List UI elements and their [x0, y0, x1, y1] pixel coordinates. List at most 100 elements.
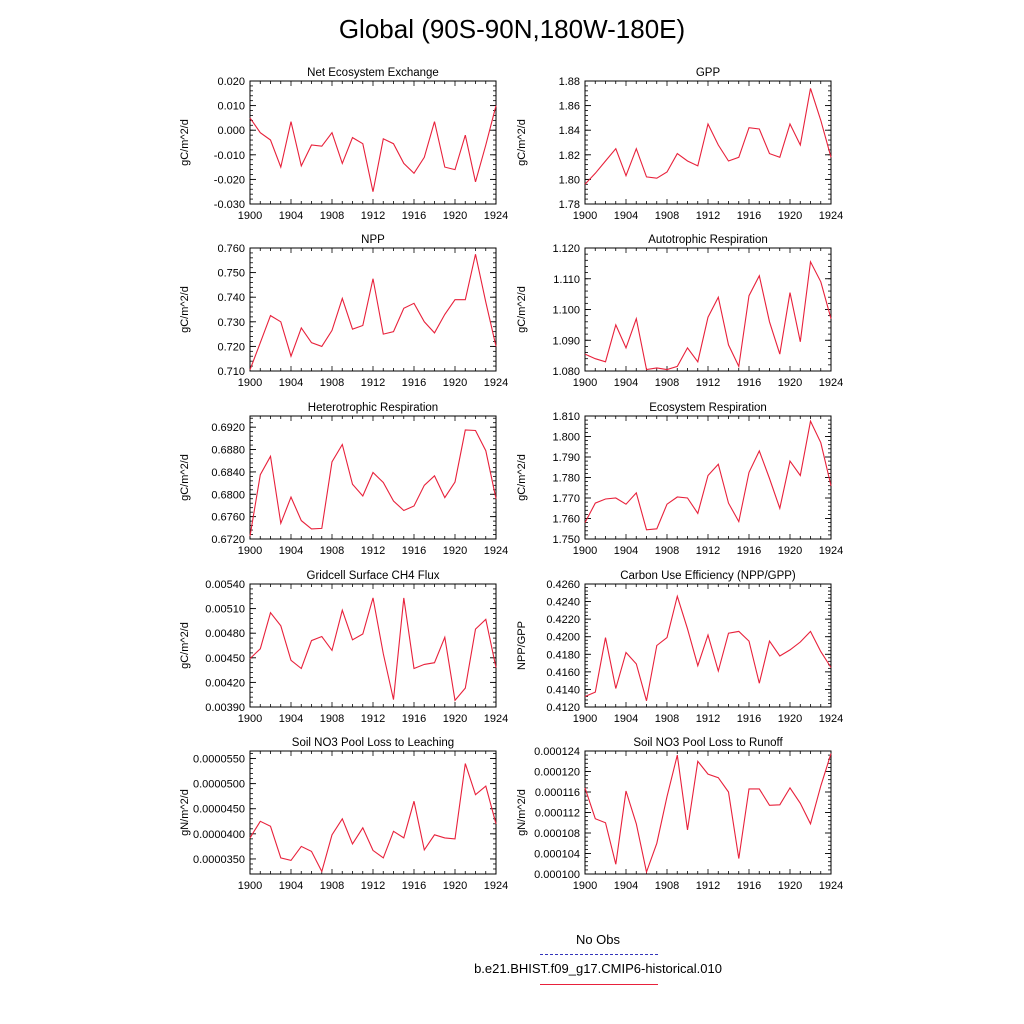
x-tick-label: 1908: [320, 713, 344, 725]
y-tick-label: 1.78: [559, 199, 580, 211]
y-tick-label: 1.770: [552, 493, 580, 505]
panel-title: Ecosystem Respiration: [649, 402, 767, 414]
y-tick-label: 1.84: [559, 125, 580, 137]
x-tick-label: 1908: [655, 377, 679, 389]
y-tick-label: 0.00450: [205, 653, 245, 665]
x-tick-label: 1904: [614, 545, 638, 557]
y-axis-label: gC/m^2/d: [179, 454, 191, 501]
panel-7: Gridcell Surface CH4 Flux 1900 1904 1908 191…: [179, 570, 508, 725]
y-tick-label: 0.740: [217, 292, 245, 304]
panel-10: Soil NO3 Pool Loss to Runoff 1900 1904 1908…: [516, 737, 843, 892]
y-tick-label: -0.020: [214, 174, 245, 186]
panel-1: Net Ecosystem Exchange 1900 1904 1908 1912 19…: [179, 67, 508, 222]
y-tick-label: 1.82: [559, 150, 580, 162]
panel-9: Soil NO3 Pool Loss to Leaching 1900 1904 19…: [179, 737, 508, 892]
x-tick-label: 1916: [737, 210, 761, 222]
y-tick-label: 0.6760: [211, 512, 245, 524]
x-tick-label: 1912: [696, 377, 720, 389]
x-tick-label: 1920: [778, 713, 802, 725]
y-tick-label: 0.6800: [211, 489, 245, 501]
y-tick-label: 0.4180: [546, 649, 580, 661]
y-tick-label: 0.4220: [546, 614, 580, 626]
y-tick-label: 0.000104: [534, 849, 580, 861]
y-tick-label: 1.080: [552, 366, 580, 378]
plot-frame: [249, 80, 497, 205]
panel-title: Net Ecosystem Exchange: [307, 67, 439, 79]
x-tick-label: 1904: [279, 545, 303, 557]
series-line: [249, 763, 497, 874]
y-axis-label: gC/m^2/d: [516, 286, 528, 333]
series-line: [584, 419, 832, 531]
y-axis-label: gC/m^2/d: [179, 622, 191, 669]
x-tick-label: 1924: [819, 377, 843, 389]
y-axis-label: gN/m^2/d: [516, 789, 528, 836]
y-tick-label: 0.00480: [205, 628, 245, 640]
x-tick-label: 1916: [737, 377, 761, 389]
y-tick-label: 0.000: [217, 125, 245, 137]
series-line: [584, 88, 832, 185]
y-tick-label: 0.000124: [534, 746, 580, 758]
x-tick-label: 1900: [573, 880, 597, 892]
series-line: [249, 597, 497, 702]
x-tick-label: 1924: [819, 210, 843, 222]
x-tick-label: 1900: [573, 713, 597, 725]
x-tick-label: 1900: [573, 377, 597, 389]
x-tick-label: 1924: [484, 545, 508, 557]
plot-frame: [249, 415, 497, 540]
series-line: [584, 259, 832, 371]
series-line: [249, 254, 497, 370]
x-tick-label: 1912: [361, 713, 385, 725]
x-tick-label: 1912: [361, 545, 385, 557]
x-tick-label: 1916: [402, 713, 426, 725]
y-tick-label: 0.010: [217, 101, 245, 113]
y-tick-label: 0.4120: [546, 702, 580, 714]
x-tick-label: 1920: [443, 545, 467, 557]
x-tick-label: 1900: [238, 545, 262, 557]
plot-frame: [584, 750, 832, 875]
x-tick-label: 1908: [320, 545, 344, 557]
x-tick-label: 1900: [238, 377, 262, 389]
y-tick-label: 0.0000400: [193, 829, 245, 841]
x-tick-label: 1908: [655, 880, 679, 892]
x-tick-label: 1904: [279, 377, 303, 389]
panel-4: Autotrophic Respiration 1900 1904 1908 1912 1…: [516, 234, 843, 389]
y-tick-label: 0.4200: [546, 632, 580, 644]
y-tick-label: 1.800: [552, 432, 580, 444]
x-tick-label: 1912: [361, 210, 385, 222]
x-tick-label: 1904: [279, 880, 303, 892]
panel-6: Ecosystem Respiration 1900 1904 1908 1912 191…: [516, 402, 843, 557]
y-tick-label: 1.790: [552, 452, 580, 464]
x-tick-label: 1900: [238, 210, 262, 222]
y-axis-label: gC/m^2/d: [179, 119, 191, 166]
legend-run-label: b.e21.BHIST.f09_g17.CMIP6-historical.010: [474, 961, 722, 976]
x-tick-label: 1916: [402, 377, 426, 389]
y-tick-label: 0.710: [217, 366, 245, 378]
x-tick-label: 1920: [778, 545, 802, 557]
x-tick-label: 1920: [778, 880, 802, 892]
x-tick-label: 1900: [238, 713, 262, 725]
x-tick-label: 1904: [614, 377, 638, 389]
x-tick-label: 1916: [737, 545, 761, 557]
panel-title: Carbon Use Efficiency (NPP/GPP): [620, 570, 796, 582]
panel-title: NPP: [361, 234, 385, 246]
x-tick-label: 1908: [655, 210, 679, 222]
x-tick-label: 1908: [320, 880, 344, 892]
x-tick-label: 1920: [443, 210, 467, 222]
y-tick-label: 0.020: [217, 76, 245, 88]
panel-5: Heterotrophic Respiration 1900 1904 1908 191…: [179, 402, 508, 557]
series-line: [249, 429, 497, 537]
y-tick-label: 0.760: [217, 243, 245, 255]
y-axis-label: NPP/GPP: [516, 621, 528, 670]
x-tick-label: 1908: [320, 210, 344, 222]
y-tick-label: 0.00540: [205, 579, 245, 591]
y-tick-label: 0.000100: [534, 869, 580, 881]
y-axis-label: gC/m^2/d: [516, 119, 528, 166]
panel-title: Heterotrophic Respiration: [308, 402, 438, 414]
x-tick-label: 1924: [484, 210, 508, 222]
y-tick-label: 0.0000450: [193, 804, 245, 816]
y-tick-label: 0.0000350: [193, 854, 245, 866]
x-tick-label: 1916: [737, 880, 761, 892]
x-tick-label: 1912: [361, 377, 385, 389]
x-tick-label: 1916: [402, 880, 426, 892]
